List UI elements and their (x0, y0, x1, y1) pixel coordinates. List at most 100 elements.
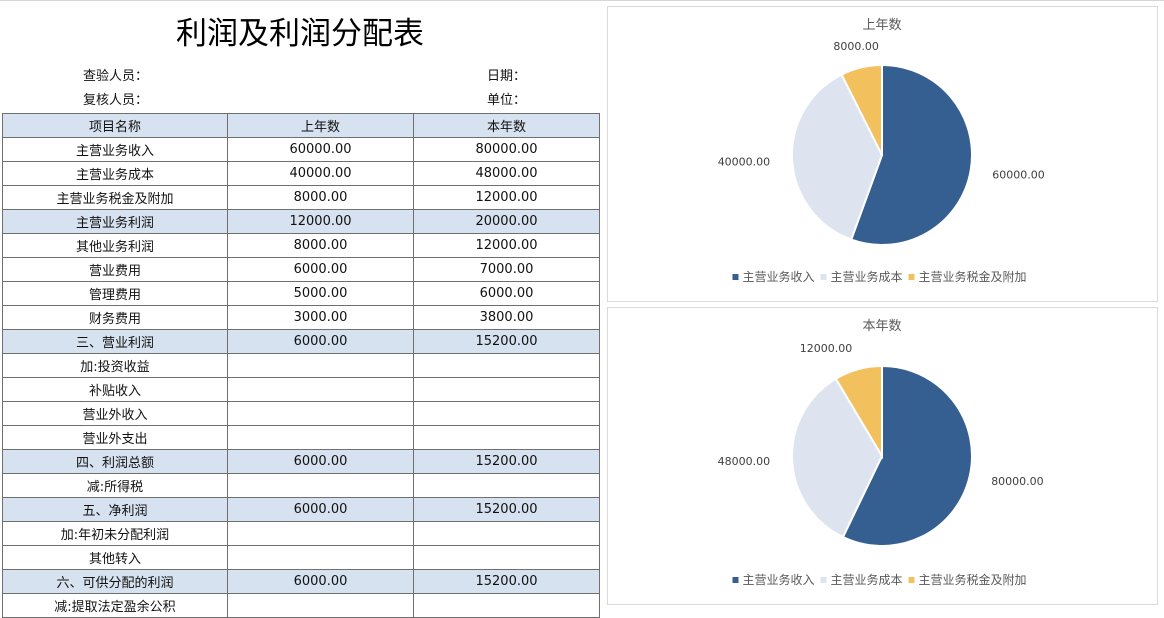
data-label: 48000.00 (718, 455, 771, 468)
cell-curr-year[interactable] (413, 593, 600, 618)
cell-item-name[interactable]: 其他转入 (2, 545, 228, 570)
cell-prev-year[interactable] (227, 593, 414, 618)
cell-prev-year[interactable]: 6000.00 (227, 257, 414, 282)
cell-item-name[interactable]: 四、利润总额 (2, 449, 228, 474)
cell-curr-year[interactable]: 12000.00 (413, 185, 600, 210)
pie-chart-prev-year: 上年数 60000.00 40000.00 8000.00 主营业务收入 主营业务成本 主营… (718, 18, 1045, 284)
cell-prev-year[interactable] (227, 473, 414, 498)
legend-label: 主营业务收入 (743, 269, 815, 284)
table-row: 管理费用 5000.00 6000.00 (2, 281, 600, 306)
table-row: 五、净利润 6000.00 15200.00 (2, 497, 600, 522)
cell-curr-year[interactable]: 12000.00 (413, 233, 600, 258)
cell-item-name[interactable]: 加:年初未分配利润 (2, 521, 228, 546)
top-border (0, 0, 1164, 1)
data-label: 12000.00 (800, 342, 853, 355)
cell-prev-year[interactable]: 3000.00 (227, 305, 414, 330)
cell-curr-year[interactable] (413, 425, 600, 450)
cell-item-name[interactable]: 主营业务税金及附加 (2, 185, 228, 210)
pie-slice[interactable] (791, 73, 884, 241)
cell-item-name[interactable]: 主营业务成本 (2, 161, 228, 186)
legend-label: 主营业务成本 (831, 572, 903, 587)
cell-item-name[interactable]: 营业费用 (2, 257, 228, 282)
cell-curr-year[interactable]: 15200.00 (413, 329, 600, 354)
pie-chart-curr-year: 本年数 80000.00 48000.00 12000.00 主营业务收入 主营业务成本 主… (718, 319, 1044, 587)
cell-prev-year[interactable] (227, 401, 414, 426)
cell-prev-year[interactable] (227, 353, 414, 378)
cell-curr-year[interactable] (413, 377, 600, 402)
cell-item-name[interactable]: 补贴收入 (2, 377, 228, 402)
cell-curr-year[interactable]: 20000.00 (413, 209, 600, 234)
cell-curr-year[interactable] (413, 521, 600, 546)
cell-item-name[interactable]: 减:所得税 (2, 473, 228, 498)
cell-curr-year[interactable]: 15200.00 (413, 449, 600, 474)
cell-item-name[interactable]: 营业外收入 (2, 401, 228, 426)
pie-slice[interactable] (840, 63, 883, 156)
table-row: 主营业务成本 40000.00 48000.00 (2, 161, 600, 186)
cell-item-name[interactable]: 五、净利润 (2, 497, 228, 522)
cell-curr-year[interactable] (413, 545, 600, 570)
table-row: 主营业务利润 12000.00 20000.00 (2, 209, 600, 234)
cell-prev-year[interactable] (227, 545, 414, 570)
cell-prev-year[interactable]: 12000.00 (227, 209, 414, 234)
cell-prev-year[interactable] (227, 377, 414, 402)
cell-prev-year[interactable]: 6000.00 (227, 329, 414, 354)
cell-item-name[interactable]: 减:提取法定盈余公积 (2, 593, 228, 618)
cell-item-name[interactable]: 加:投资收益 (2, 353, 228, 378)
data-label: 80000.00 (991, 475, 1044, 488)
legend-swatch (732, 274, 739, 280)
cell-prev-year[interactable]: 6000.00 (227, 497, 414, 522)
cell-item-name[interactable]: 其他业务利润 (2, 233, 228, 258)
cell-curr-year[interactable] (413, 353, 600, 378)
pie-slice[interactable] (841, 364, 973, 547)
cell-prev-year[interactable]: 40000.00 (227, 161, 414, 186)
cell-curr-year[interactable]: 3800.00 (413, 305, 600, 330)
cell-prev-year[interactable]: 6000.00 (227, 449, 414, 474)
cell-item-name[interactable]: 三、营业利润 (2, 329, 228, 354)
cell-curr-year[interactable]: 48000.00 (413, 161, 600, 186)
cell-prev-year[interactable]: 5000.00 (227, 281, 414, 306)
cell-item-name[interactable]: 财务费用 (2, 305, 228, 330)
pie-slice[interactable] (791, 377, 884, 539)
legend-swatch (820, 274, 827, 280)
cell-prev-year[interactable]: 6000.00 (227, 569, 414, 594)
legend-swatch (732, 577, 739, 583)
cell-curr-year[interactable]: 6000.00 (413, 281, 600, 306)
legend-label: 主营业务税金及附加 (919, 269, 1027, 284)
cell-prev-year[interactable]: 8000.00 (227, 233, 414, 258)
cell-curr-year[interactable]: 15200.00 (413, 497, 600, 522)
cell-item-name[interactable]: 管理费用 (2, 281, 228, 306)
profit-table: 项目名称 上年数 本年数 主营业务收入 60000.00 80000.00 主营业务成… (2, 113, 600, 618)
cell-item-name[interactable]: 主营业务收入 (2, 137, 228, 162)
cell-prev-year[interactable]: 60000.00 (227, 137, 414, 162)
pie-slice[interactable] (834, 364, 883, 460)
table-header-row: 项目名称 上年数 本年数 (2, 113, 600, 138)
table-row: 三、营业利润 6000.00 15200.00 (2, 329, 600, 354)
header-curr-year[interactable]: 本年数 (413, 113, 600, 138)
header-item-name[interactable]: 项目名称 (2, 113, 228, 138)
cell-curr-year[interactable] (413, 473, 600, 498)
table-row: 营业费用 6000.00 7000.00 (2, 257, 600, 282)
date-label: 日期： (487, 69, 527, 84)
unit-label: 单位： (487, 93, 527, 108)
cell-item-name[interactable]: 主营业务利润 (2, 209, 228, 234)
table-row: 财务费用 3000.00 3800.00 (2, 305, 600, 330)
cell-item-name[interactable]: 六、可供分配的利润 (2, 569, 228, 594)
chart-prev-year[interactable]: 上年数 60000.00 40000.00 8000.00 主营业务收入 主营业务成本 主营… (607, 6, 1158, 302)
cell-prev-year[interactable] (227, 425, 414, 450)
table-body: 主营业务收入 60000.00 80000.00 主营业务成本 40000.00 4800… (2, 137, 600, 618)
cell-curr-year[interactable]: 80000.00 (413, 137, 600, 162)
cell-curr-year[interactable]: 7000.00 (413, 257, 600, 282)
reviewer-label: 复核人员： (83, 93, 149, 108)
pie-slice[interactable] (849, 63, 973, 246)
cell-curr-year[interactable]: 15200.00 (413, 569, 600, 594)
table-row: 主营业务税金及附加 8000.00 12000.00 (2, 185, 600, 210)
header-prev-year[interactable]: 上年数 (227, 113, 414, 138)
cell-prev-year[interactable] (227, 521, 414, 546)
chart-curr-year[interactable]: 本年数 80000.00 48000.00 12000.00 主营业务收入 主营业务成本 主… (607, 307, 1158, 605)
cell-prev-year[interactable]: 8000.00 (227, 185, 414, 210)
data-label: 8000.00 (833, 40, 879, 53)
cell-item-name[interactable]: 营业外支出 (2, 425, 228, 450)
cell-curr-year[interactable] (413, 401, 600, 426)
chart-title: 本年数 (862, 319, 901, 334)
